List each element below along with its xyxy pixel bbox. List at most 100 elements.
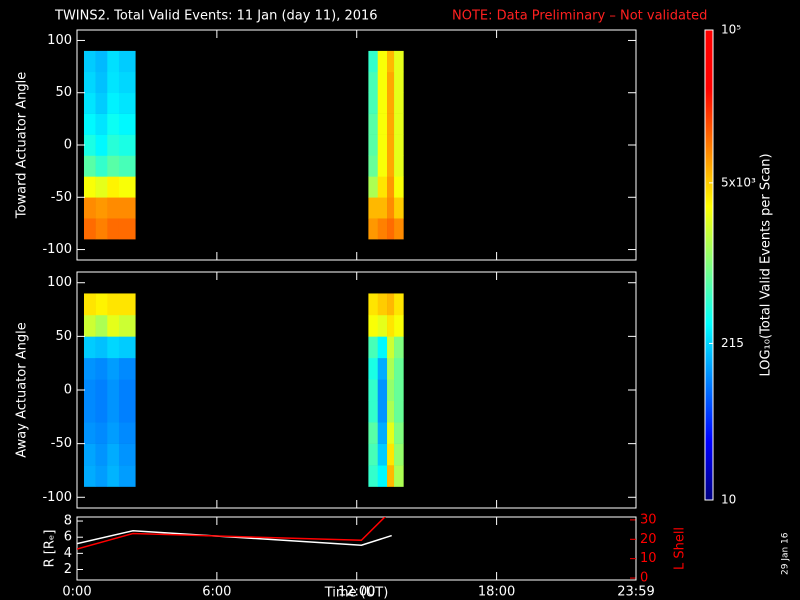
- heatmap-cell: [83, 443, 96, 466]
- heatmap-cell: [368, 336, 379, 359]
- heatmap-cell: [83, 218, 96, 240]
- heatmap-cell: [377, 314, 388, 337]
- heatmap-cell: [377, 92, 388, 114]
- heatmap-cell: [394, 155, 404, 177]
- x-axis-label: Time (UT): [324, 586, 389, 600]
- heatmap-cell: [83, 379, 96, 402]
- heatmap-cell: [368, 293, 379, 316]
- heatmap-cell: [377, 400, 388, 423]
- heatmap-cell: [118, 134, 136, 156]
- heatmap-cell: [83, 400, 96, 423]
- line: [77, 517, 386, 550]
- heatmap-cell: [107, 218, 120, 240]
- heatmap-cell: [377, 357, 388, 380]
- heatmap-cell: [377, 218, 388, 240]
- heatmap-cell: [394, 443, 404, 466]
- heatmap-cell: [107, 176, 120, 198]
- heatmap-cell: [107, 314, 120, 337]
- heatmap-cell: [394, 465, 404, 487]
- heatmap-cell: [107, 357, 120, 380]
- colorbar-label: LOG₁₀(Total Valid Events per Scan): [759, 153, 774, 376]
- heatmap-cell: [118, 92, 136, 114]
- heatmap-cell: [107, 71, 120, 94]
- x-tick-label: 0:00: [62, 585, 91, 600]
- heatmap-cell: [118, 293, 136, 316]
- heatmap-cell: [394, 197, 404, 219]
- heatmap-cell: [107, 400, 120, 423]
- heatmap-cell: [95, 155, 108, 177]
- y-tick-label: -100: [42, 490, 72, 505]
- y-tick-label: 2: [64, 562, 72, 577]
- heatmap-cell: [118, 71, 136, 94]
- heatmap-cell: [95, 50, 108, 73]
- heatmap-cell: [394, 92, 404, 114]
- heatmap-cell: [118, 465, 136, 487]
- heatmap-cell: [118, 218, 136, 240]
- heatmap-cell: [387, 176, 395, 198]
- heatmap-cell: [118, 379, 136, 402]
- heatmap-cell: [387, 422, 395, 444]
- heatmap-cell: [387, 92, 395, 114]
- heatmap-cell: [107, 134, 120, 156]
- heatmap-cell: [387, 400, 395, 423]
- heatmap-cell: [387, 293, 395, 316]
- y-axis-label: Toward Actuator Angle: [15, 72, 30, 219]
- heatmap-cell: [368, 197, 379, 219]
- y-tick-label: -50: [51, 436, 72, 451]
- heatmap-cell: [95, 465, 108, 487]
- heatmap-cell: [394, 357, 404, 380]
- heatmap-cell: [83, 92, 96, 114]
- heatmap-cell: [95, 71, 108, 94]
- heatmap-cell: [377, 443, 388, 466]
- heatmap-cell: [95, 400, 108, 423]
- heatmap-cell: [368, 443, 379, 466]
- y-axis-label: Away Actuator Angle: [15, 322, 30, 457]
- y2-tick-label: 0: [640, 571, 648, 586]
- y2-tick-label: 20: [640, 532, 657, 547]
- heatmap-cell: [118, 357, 136, 380]
- heatmap-cell: [118, 197, 136, 219]
- heatmap-cell: [387, 71, 395, 94]
- heatmap-cell: [377, 465, 388, 487]
- colorbar-tick-label: 10: [721, 493, 736, 507]
- panel-background: [77, 272, 636, 508]
- heatmap-cell: [377, 155, 388, 177]
- heatmap-cell: [394, 176, 404, 198]
- heatmap-cell: [368, 379, 379, 402]
- heatmap-cell: [394, 71, 404, 94]
- y-tick-label: 50: [55, 85, 72, 100]
- heatmap-cell: [377, 197, 388, 219]
- heatmap-cell: [368, 134, 379, 156]
- heatmap-cell: [368, 400, 379, 423]
- heatmap-cell: [368, 50, 379, 73]
- heatmap-cell: [394, 400, 404, 423]
- heatmap-cell: [83, 113, 96, 135]
- heatmap-cell: [368, 113, 379, 135]
- heatmap-cell: [83, 357, 96, 380]
- heatmap-cell: [95, 422, 108, 444]
- heatmap-cell: [368, 465, 379, 487]
- y-tick-label: 100: [47, 275, 72, 290]
- footer-date: 29 Jan 16: [781, 532, 791, 575]
- heatmap-cell: [387, 443, 395, 466]
- heatmap-cell: [83, 336, 96, 359]
- heatmap-cell: [387, 379, 395, 402]
- heatmap-cell: [387, 50, 395, 73]
- y-tick-label: 100: [47, 33, 72, 48]
- heatmap-cell: [368, 357, 379, 380]
- heatmap-cell: [377, 176, 388, 198]
- heatmap-cell: [83, 155, 96, 177]
- heatmap-cell: [394, 218, 404, 240]
- heatmap-cell: [387, 336, 395, 359]
- heatmap-cell: [95, 218, 108, 240]
- heatmap-cell: [394, 134, 404, 156]
- heatmap-cell: [394, 422, 404, 444]
- heatmap-cell: [83, 465, 96, 487]
- heatmap-cell: [107, 379, 120, 402]
- title: TWINS2. Total Valid Events: 11 Jan (day …: [54, 9, 378, 24]
- y-tick-label: 0: [64, 383, 72, 398]
- heatmap-cell: [95, 379, 108, 402]
- x-tick-label: 23:59: [617, 585, 654, 600]
